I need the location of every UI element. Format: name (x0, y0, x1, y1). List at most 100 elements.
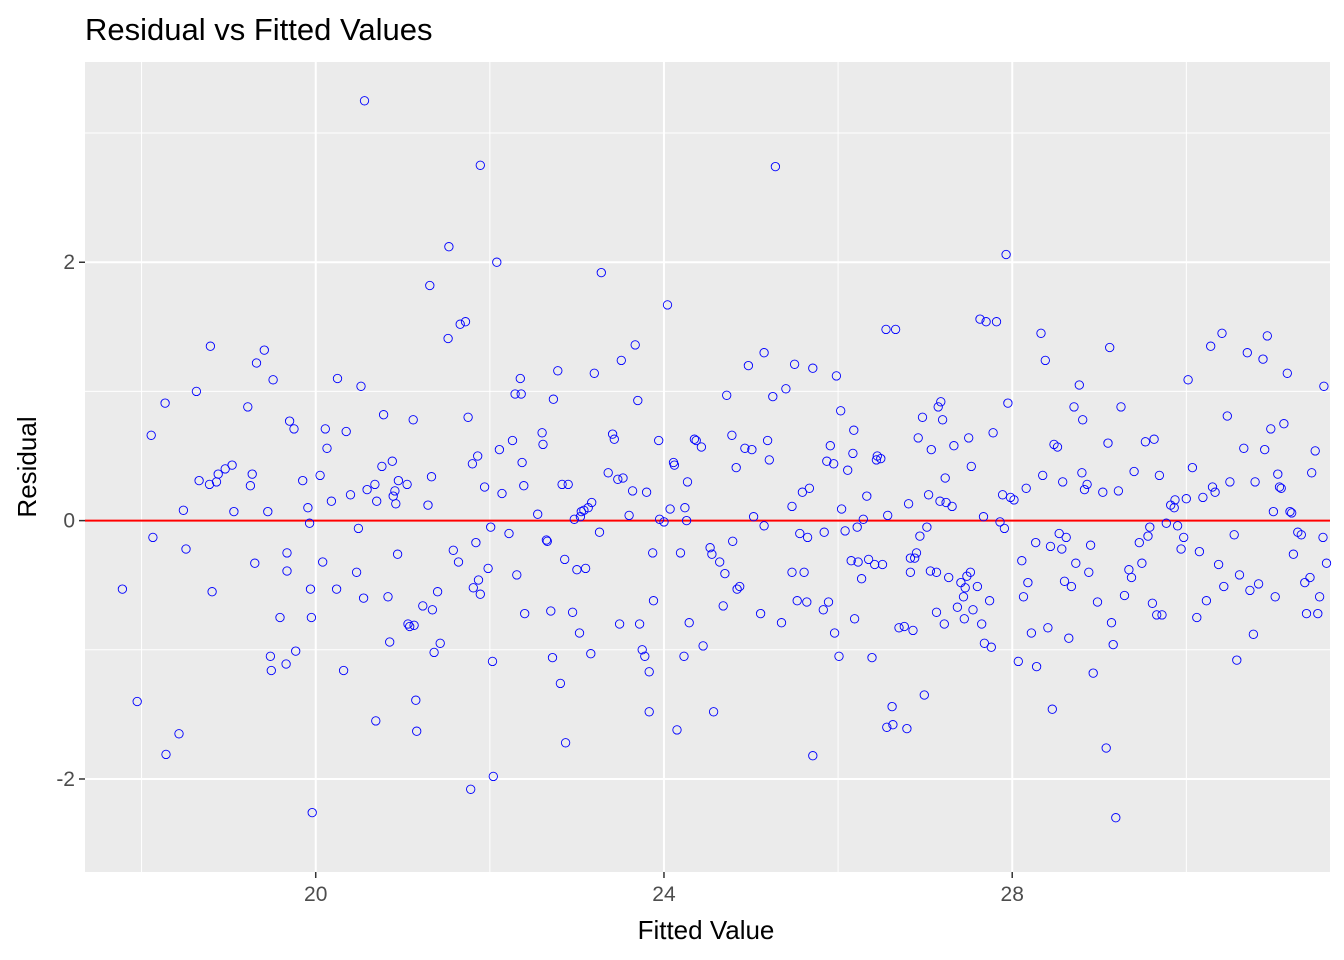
data-point (494, 444, 505, 455)
data-point (829, 459, 839, 469)
data-point (1170, 495, 1180, 505)
data-point (882, 722, 892, 732)
data-point (925, 566, 936, 576)
data-point (1250, 477, 1260, 487)
data-point (1161, 518, 1171, 528)
data-point (510, 389, 520, 399)
data-point (576, 506, 586, 517)
data-point (905, 553, 916, 563)
data-point (1031, 537, 1041, 548)
data-point (1105, 342, 1115, 353)
data-point (1031, 661, 1042, 672)
data-point (675, 548, 686, 558)
data-point (1183, 375, 1193, 385)
data-point (995, 517, 1005, 527)
data-point (351, 567, 362, 577)
data-point (846, 556, 856, 566)
data-point (627, 486, 638, 496)
data-point (640, 651, 650, 661)
data-point (403, 619, 413, 629)
data-point (705, 543, 715, 553)
data-point (467, 459, 478, 469)
data-point (1061, 532, 1071, 543)
data-point (1201, 596, 1212, 606)
data-point (1213, 559, 1224, 570)
data-point (1017, 556, 1027, 566)
data-point (512, 570, 522, 580)
data-point (1066, 581, 1077, 592)
data-point (1260, 444, 1270, 455)
data-point (435, 638, 445, 648)
data-point (856, 574, 867, 584)
data-point (520, 608, 530, 619)
data-point (519, 481, 529, 491)
data-point (229, 506, 239, 517)
data-point (944, 572, 954, 583)
data-point (391, 499, 401, 509)
data-point (483, 563, 493, 574)
data-point (1111, 813, 1121, 823)
x-tick-label: 24 (652, 883, 676, 906)
data-point (515, 373, 525, 384)
data-point (715, 557, 725, 567)
data-point (787, 567, 797, 577)
data-point (455, 319, 465, 329)
data-point (644, 667, 654, 677)
data-point (191, 386, 202, 397)
data-point (409, 620, 419, 630)
data-point (1207, 482, 1218, 492)
y-tick-label: 0 (63, 510, 75, 533)
data-point (516, 389, 526, 399)
data-point (1217, 328, 1227, 338)
data-point (1187, 462, 1198, 473)
data-point (331, 584, 342, 594)
data-point (553, 366, 563, 376)
data-point (1262, 331, 1272, 341)
data-point (268, 375, 278, 385)
data-point (696, 442, 707, 452)
data-point (390, 486, 400, 496)
data-point (580, 563, 591, 574)
data-point (1052, 442, 1063, 452)
data-point (735, 581, 745, 592)
data-point (613, 474, 623, 484)
data-point (259, 345, 269, 355)
data-point (618, 473, 628, 483)
data-point (547, 652, 558, 663)
data-point (298, 475, 308, 486)
data-point (322, 443, 332, 453)
data-point (468, 583, 478, 593)
data-point (408, 415, 418, 425)
data-point (603, 468, 613, 478)
data-point (1268, 506, 1279, 517)
data-point (444, 242, 454, 252)
data-point (423, 500, 433, 510)
data-point (353, 523, 364, 534)
data-point (574, 628, 585, 638)
data-point (825, 441, 835, 451)
data-point (304, 518, 315, 528)
data-point (1313, 608, 1323, 619)
data-point (616, 355, 626, 366)
data-point (517, 457, 527, 468)
x-axis-ticks: 20 24 28 (304, 872, 1024, 906)
data-point (306, 612, 317, 623)
data-point (937, 415, 948, 425)
data-point (770, 161, 781, 172)
data-point (1318, 532, 1328, 543)
data-point (1176, 544, 1186, 554)
data-point (764, 455, 774, 465)
data-point (708, 707, 719, 717)
data-point (1047, 704, 1057, 714)
data-point (213, 469, 223, 479)
data-point (1157, 610, 1167, 620)
data-point (913, 433, 923, 443)
data-point (986, 642, 996, 652)
data-point (787, 501, 797, 512)
data-point (808, 751, 818, 761)
data-point (1145, 522, 1155, 532)
data-point (768, 391, 778, 402)
data-point (681, 515, 692, 526)
data-point (466, 784, 476, 794)
data-point (572, 565, 582, 575)
